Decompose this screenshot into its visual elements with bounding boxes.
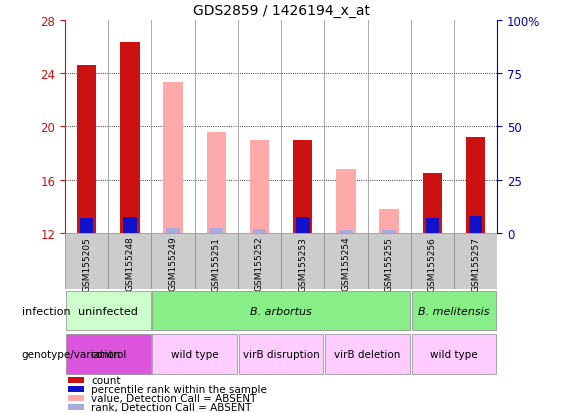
- Text: GSM155255: GSM155255: [385, 236, 394, 291]
- Bar: [153, 291, 410, 330]
- Text: GSM155248: GSM155248: [125, 236, 134, 291]
- Bar: [469, 216, 483, 233]
- Text: virB deletion: virB deletion: [334, 349, 401, 359]
- Bar: [238, 233, 281, 289]
- Bar: [411, 233, 454, 289]
- Text: infection: infection: [22, 306, 71, 316]
- Text: genotype/variation: genotype/variation: [22, 349, 121, 359]
- Bar: [80, 218, 93, 233]
- Text: count: count: [91, 375, 120, 385]
- Bar: [239, 335, 323, 374]
- Text: rank, Detection Call = ABSENT: rank, Detection Call = ABSENT: [91, 401, 251, 411]
- Text: wild type: wild type: [171, 349, 219, 359]
- Bar: [253, 229, 266, 233]
- Text: control: control: [90, 349, 127, 359]
- Bar: [250, 140, 269, 233]
- Bar: [324, 233, 368, 289]
- Text: GSM155253: GSM155253: [298, 236, 307, 291]
- Bar: [325, 335, 410, 374]
- Bar: [108, 233, 151, 289]
- Bar: [207, 132, 226, 233]
- Title: GDS2859 / 1426194_x_at: GDS2859 / 1426194_x_at: [193, 4, 370, 18]
- Bar: [412, 335, 496, 374]
- Text: B. melitensis: B. melitensis: [418, 306, 490, 316]
- Bar: [412, 291, 496, 330]
- Bar: [166, 228, 180, 233]
- Text: GSM155254: GSM155254: [341, 236, 350, 291]
- Text: GSM155249: GSM155249: [168, 236, 177, 291]
- Bar: [194, 233, 238, 289]
- Bar: [380, 209, 399, 233]
- Bar: [163, 83, 182, 233]
- Bar: [66, 335, 150, 374]
- Bar: [65, 233, 108, 289]
- Bar: [210, 228, 223, 233]
- Bar: [77, 66, 96, 233]
- Text: uninfected: uninfected: [79, 306, 138, 316]
- Text: GSM155256: GSM155256: [428, 236, 437, 291]
- Bar: [68, 387, 84, 392]
- Bar: [296, 217, 310, 233]
- Bar: [68, 404, 84, 410]
- Text: B. arbortus: B. arbortus: [250, 306, 312, 316]
- Bar: [454, 233, 497, 289]
- Bar: [367, 233, 411, 289]
- Bar: [153, 335, 237, 374]
- Bar: [336, 169, 355, 233]
- Bar: [120, 43, 140, 233]
- Bar: [383, 230, 396, 233]
- Bar: [151, 233, 194, 289]
- Bar: [466, 138, 485, 233]
- Bar: [68, 395, 84, 401]
- Bar: [293, 140, 312, 233]
- Text: percentile rank within the sample: percentile rank within the sample: [91, 384, 267, 394]
- Bar: [339, 230, 353, 233]
- Bar: [423, 173, 442, 233]
- Text: wild type: wild type: [430, 349, 478, 359]
- Text: value, Detection Call = ABSENT: value, Detection Call = ABSENT: [91, 393, 257, 403]
- Text: GSM155257: GSM155257: [471, 236, 480, 291]
- Bar: [123, 217, 137, 233]
- Text: GSM155205: GSM155205: [82, 236, 91, 291]
- Text: virB disruption: virB disruption: [243, 349, 319, 359]
- Bar: [68, 377, 84, 383]
- Bar: [281, 233, 324, 289]
- Bar: [66, 291, 150, 330]
- Text: GSM155252: GSM155252: [255, 236, 264, 291]
- Text: GSM155251: GSM155251: [212, 236, 221, 291]
- Bar: [425, 219, 439, 233]
